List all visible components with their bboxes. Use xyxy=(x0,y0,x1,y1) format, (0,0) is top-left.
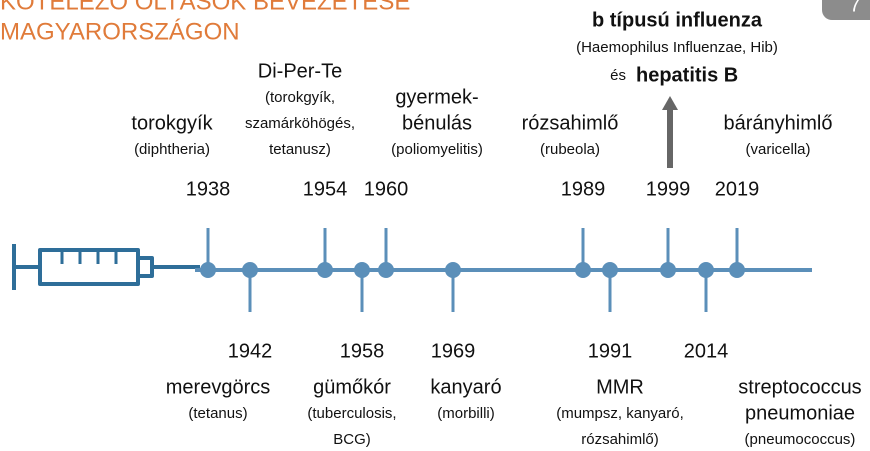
event-dot xyxy=(378,262,394,278)
event-dot xyxy=(602,262,618,278)
event-year: 1991 xyxy=(588,340,633,362)
event-name: pneumoniae xyxy=(745,402,855,424)
event-detail: (mumpsz, kanyaró, xyxy=(556,405,684,422)
syringe-icon xyxy=(12,244,200,290)
event-dot xyxy=(660,262,676,278)
event-detail: (tetanus) xyxy=(188,405,247,422)
event-name: rózsahimlő xyxy=(522,112,619,134)
event-year: 1999 xyxy=(646,178,691,200)
title-line: KÖTELEZŐ OLTÁSOK BEVEZETÉSE xyxy=(0,0,410,15)
event-dot xyxy=(200,262,216,278)
event-detail: (tuberculosis, xyxy=(307,405,396,422)
event-name: kanyaró xyxy=(430,376,501,398)
event-dot xyxy=(575,262,591,278)
event-dot xyxy=(242,262,258,278)
event-year: 2019 xyxy=(715,178,760,200)
event-name: hepatitis B xyxy=(636,64,738,86)
event-year: 1938 xyxy=(186,178,231,200)
event-year: 1960 xyxy=(364,178,409,200)
event-name: bárányhimlő xyxy=(724,112,833,134)
event-detail: tetanusz) xyxy=(269,141,331,158)
event-detail: (morbilli) xyxy=(437,405,495,422)
event-dot xyxy=(445,262,461,278)
event-name: Di-Per-Te xyxy=(258,60,342,82)
event-detail: szamárköhögés, xyxy=(245,115,355,132)
event-dot xyxy=(317,262,333,278)
event-name: merevgörcs xyxy=(166,376,270,398)
page-number: 7 xyxy=(849,0,860,16)
event-name: gyermek- xyxy=(395,86,478,108)
event-name: bénulás xyxy=(402,112,472,134)
event-year: 1942 xyxy=(228,340,273,362)
event-detail: BCG) xyxy=(333,431,371,448)
event-detail: (Haemophilus Influenzae, Hib) xyxy=(576,39,778,56)
event-detail: (varicella) xyxy=(745,141,810,158)
page-tab xyxy=(822,0,870,20)
event-detail: rózsahimlő) xyxy=(581,431,659,448)
event-name: torokgyík xyxy=(131,112,213,134)
event-dot xyxy=(698,262,714,278)
event-detail: (torokgyík, xyxy=(265,89,335,106)
event-detail: (pneumococcus) xyxy=(745,431,856,448)
event-year: 1989 xyxy=(561,178,606,200)
event-name: gümőkór xyxy=(313,376,391,398)
event-year: 1958 xyxy=(340,340,385,362)
event-name: streptococcus xyxy=(738,376,861,398)
event-year: 1969 xyxy=(431,340,476,362)
event-dot xyxy=(354,262,370,278)
event-detail: (rubeola) xyxy=(540,141,600,158)
event-name: b típusú influenza xyxy=(592,9,763,31)
event-dot xyxy=(729,262,745,278)
event-year: 1954 xyxy=(303,178,348,200)
event-detail: (poliomyelitis) xyxy=(391,141,483,158)
arrow-head xyxy=(662,96,678,110)
title-line: MAGYARORSZÁGON xyxy=(0,18,240,45)
event-detail: (diphtheria) xyxy=(134,141,210,158)
event-year: 2014 xyxy=(684,340,729,362)
event-conjunction: és xyxy=(610,67,626,84)
event-name: MMR xyxy=(596,376,644,398)
